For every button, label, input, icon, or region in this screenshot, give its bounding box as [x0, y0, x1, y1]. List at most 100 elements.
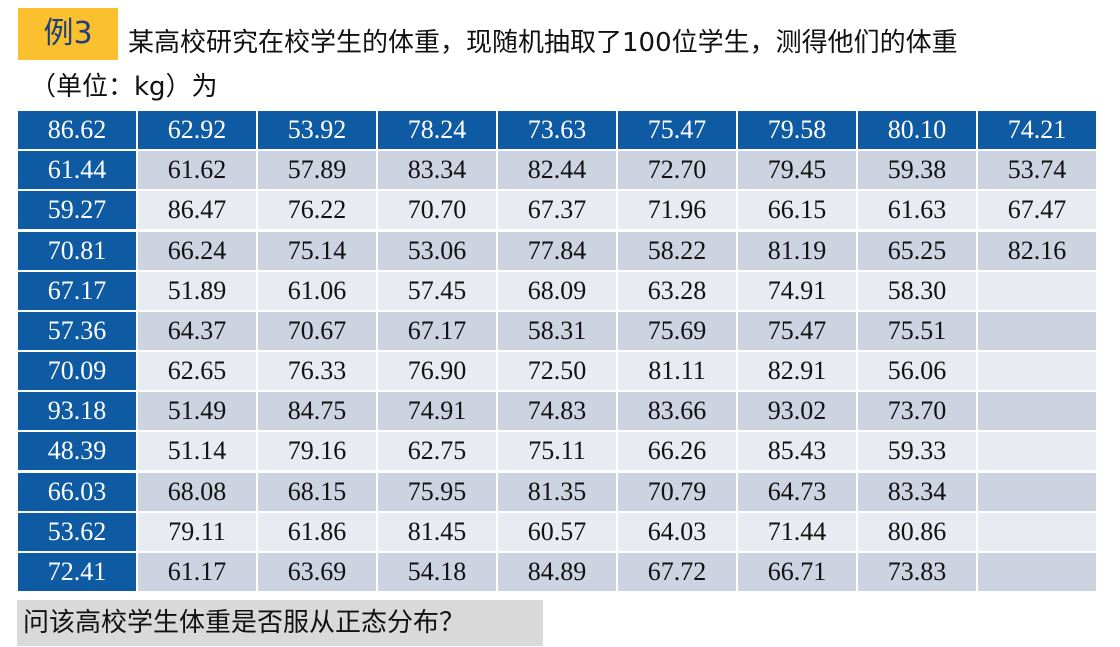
table-cell: 61.62: [137, 150, 257, 191]
table-cell: 74.91: [377, 391, 497, 432]
table-cell: 66.71: [737, 551, 857, 592]
table-cell: 59.38: [857, 150, 977, 191]
table-cell: 68.09: [497, 270, 617, 311]
table-cell: 62.75: [377, 431, 497, 472]
table-cell: 67.37: [497, 190, 617, 231]
table-cell: 51.89: [137, 270, 257, 311]
table-cell: 78.24: [377, 110, 497, 151]
table-cell: 64.37: [137, 310, 257, 351]
example-label: 例3: [18, 8, 118, 60]
table-cell: 79.58: [737, 110, 857, 151]
question: 问该高校学生体重是否服从正态分布？: [17, 600, 543, 646]
table-cell: 74.83: [497, 391, 617, 432]
table-cell: 84.89: [497, 551, 617, 592]
table-cell: 83.34: [857, 471, 977, 512]
table-cell: 93.18: [17, 391, 137, 432]
table-cell: 75.95: [377, 471, 497, 512]
table-cell: 67.17: [17, 270, 137, 311]
table-cell: 75.47: [737, 310, 857, 351]
table-cell: 67.72: [617, 551, 737, 592]
table-cell: 61.17: [137, 551, 257, 592]
table-cell: 73.70: [857, 391, 977, 432]
table-cell: 58.31: [497, 310, 617, 351]
table-cell: 54.18: [377, 551, 497, 592]
table-cell: 82.44: [497, 150, 617, 191]
table-cell: 80.86: [857, 511, 977, 552]
table-cell: 68.08: [137, 471, 257, 512]
table-cell: 53.74: [977, 150, 1097, 191]
table-cell: 81.35: [497, 471, 617, 512]
table-cell: 70.09: [17, 351, 137, 392]
table-cell: 65.25: [857, 230, 977, 271]
table-cell: 84.75: [257, 391, 377, 432]
table-cell: 75.11: [497, 431, 617, 472]
table-cell: 75.51: [857, 310, 977, 351]
table-cell: 58.22: [617, 230, 737, 271]
table-cell: 61.44: [17, 150, 137, 191]
table-cell: 81.19: [737, 230, 857, 271]
table-cell: 66.03: [17, 471, 137, 512]
table-cell: 60.57: [497, 511, 617, 552]
table-cell: 51.14: [137, 431, 257, 472]
table-cell: 83.34: [377, 150, 497, 191]
table-cell: 76.90: [377, 351, 497, 392]
table-cell: 93.02: [737, 391, 857, 432]
table-cell: 70.67: [257, 310, 377, 351]
table-cell: 64.73: [737, 471, 857, 512]
table-cell: [977, 391, 1097, 432]
table-cell: 66.26: [617, 431, 737, 472]
table-cell: 48.39: [17, 431, 137, 472]
table-cell: 72.41: [17, 551, 137, 592]
table-cell: 59.27: [17, 190, 137, 231]
table-cell: 70.81: [17, 230, 137, 271]
table-cell: [977, 471, 1097, 512]
table-cell: 79.45: [737, 150, 857, 191]
table-cell: 68.15: [257, 471, 377, 512]
table-cell: 61.86: [257, 511, 377, 552]
table-cell: 81.11: [617, 351, 737, 392]
table-cell: 63.28: [617, 270, 737, 311]
table-cell: [977, 431, 1097, 472]
data-table: 86.62 62.92 53.92 78.24 73.63 75.47 79.58 80.10…: [17, 110, 1097, 592]
table-cell: 56.06: [857, 351, 977, 392]
table-cell: 64.03: [617, 511, 737, 552]
table-cell: 82.16: [977, 230, 1097, 271]
table-cell: 66.15: [737, 190, 857, 231]
table-cell: 58.30: [857, 270, 977, 311]
table-cell: 61.63: [857, 190, 977, 231]
table-cell: 57.89: [257, 150, 377, 191]
table-cell: 51.49: [137, 391, 257, 432]
table-cell: 53.92: [257, 110, 377, 151]
table-cell: 61.06: [257, 270, 377, 311]
problem-text: 某高校研究在校学生的体重，现随机抽取了100位学生，测得他们的体重: [128, 28, 958, 58]
table-cell: 79.11: [137, 511, 257, 552]
table-cell: 86.62: [17, 110, 137, 151]
table-cell: 63.69: [257, 551, 377, 592]
table-cell: 72.50: [497, 351, 617, 392]
table-cell: 71.44: [737, 511, 857, 552]
table-cell: 86.47: [137, 190, 257, 231]
table-cell: 74.91: [737, 270, 857, 311]
table-cell: 77.84: [497, 230, 617, 271]
table-cell: 62.65: [137, 351, 257, 392]
table-cell: [977, 310, 1097, 351]
unit-text: （单位：kg）为: [30, 72, 218, 102]
table-cell: 57.45: [377, 270, 497, 311]
table-cell: 79.16: [257, 431, 377, 472]
table-cell: 59.33: [857, 431, 977, 472]
table-cell: 74.21: [977, 110, 1097, 151]
table-cell: 76.22: [257, 190, 377, 231]
table-cell: 75.69: [617, 310, 737, 351]
table-cell: 72.70: [617, 150, 737, 191]
table-cell: 71.96: [617, 190, 737, 231]
table-cell: 67.47: [977, 190, 1097, 231]
table-cell: 75.47: [617, 110, 737, 151]
table-cell: 80.10: [857, 110, 977, 151]
table-cell: 66.24: [137, 230, 257, 271]
table-cell: 67.17: [377, 310, 497, 351]
table-cell: 70.70: [377, 190, 497, 231]
table-cell: 85.43: [737, 431, 857, 472]
table-cell: [977, 270, 1097, 311]
table-cell: 57.36: [17, 310, 137, 351]
